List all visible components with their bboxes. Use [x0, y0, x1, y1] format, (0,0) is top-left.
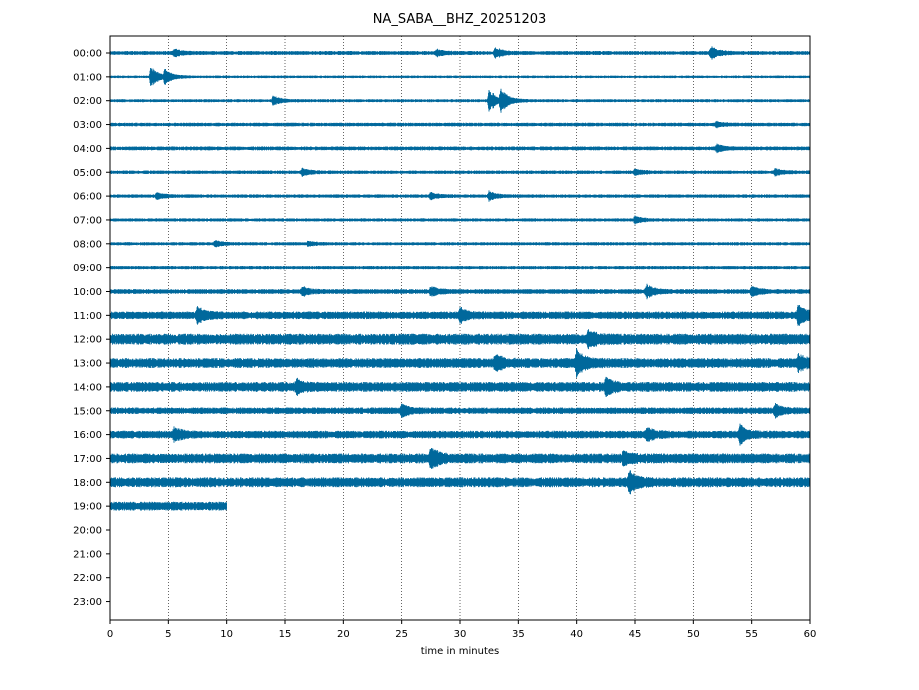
y-tick-label: 18:00 — [73, 478, 102, 489]
y-tick-label: 09:00 — [73, 263, 102, 274]
y-axis-ticks: 00:00 01:00 02:00 03:00 04:00 05:00 06:00 07:00… — [73, 49, 110, 608]
seismic-traces — [109, 46, 811, 511]
y-tick-label: 11:00 — [73, 311, 102, 322]
trace-0300 — [109, 120, 811, 129]
x-tick-label: 60 — [804, 629, 817, 640]
y-tick-label: 01:00 — [73, 72, 102, 83]
y-tick-label: 16:00 — [73, 430, 102, 441]
y-tick-label: 12:00 — [73, 335, 102, 346]
trace-0200 — [109, 88, 811, 113]
y-tick-label: 23:00 — [73, 597, 102, 608]
trace-1200 — [109, 329, 811, 350]
y-tick-label: 00:00 — [73, 49, 102, 60]
trace-1100 — [109, 304, 811, 326]
trace-0900 — [109, 266, 811, 270]
trace-1900 — [109, 501, 227, 511]
trace-1300 — [109, 348, 811, 378]
x-tick-label: 50 — [687, 629, 700, 640]
trace-0100 — [109, 68, 811, 86]
chart-title: NA_SABA__BHZ_20251203 — [372, 12, 547, 27]
x-tick-label: 45 — [629, 629, 642, 640]
trace-0500 — [109, 167, 811, 177]
x-tick-label: 20 — [337, 629, 350, 640]
y-tick-label: 08:00 — [73, 239, 102, 250]
y-tick-label: 06:00 — [73, 192, 102, 203]
y-tick-label: 05:00 — [73, 168, 102, 179]
x-tick-label: 5 — [165, 629, 171, 640]
y-tick-label: 07:00 — [73, 215, 102, 226]
y-tick-label: 02:00 — [73, 96, 102, 107]
x-tick-label: 40 — [570, 629, 583, 640]
y-tick-label: 21:00 — [73, 549, 102, 560]
y-tick-label: 03:00 — [73, 120, 102, 131]
x-tick-label: 0 — [107, 629, 113, 640]
y-tick-label: 04:00 — [73, 144, 102, 155]
vertical-gridlines — [168, 36, 752, 620]
x-tick-label: 30 — [454, 629, 467, 640]
y-tick-label: 20:00 — [73, 526, 102, 537]
y-tick-label: 19:00 — [73, 502, 102, 513]
x-axis-label: time in minutes — [421, 646, 500, 657]
x-tick-label: 35 — [512, 629, 525, 640]
trace-1000 — [109, 283, 811, 300]
x-tick-label: 25 — [395, 629, 408, 640]
y-tick-label: 14:00 — [73, 382, 102, 393]
x-axis-ticks: 0 5 10 15 20 25 30 35 40 45 50 55 60 — [107, 620, 817, 640]
y-tick-label: 15:00 — [73, 406, 102, 417]
y-tick-label: 22:00 — [73, 573, 102, 584]
trace-1800 — [109, 470, 811, 495]
x-tick-label: 15 — [279, 629, 292, 640]
trace-0400 — [109, 143, 811, 154]
x-tick-label: 10 — [220, 629, 233, 640]
y-tick-label: 10:00 — [73, 287, 102, 298]
y-tick-label: 17:00 — [73, 454, 102, 465]
y-tick-label: 13:00 — [73, 359, 102, 370]
x-tick-label: 55 — [745, 629, 758, 640]
